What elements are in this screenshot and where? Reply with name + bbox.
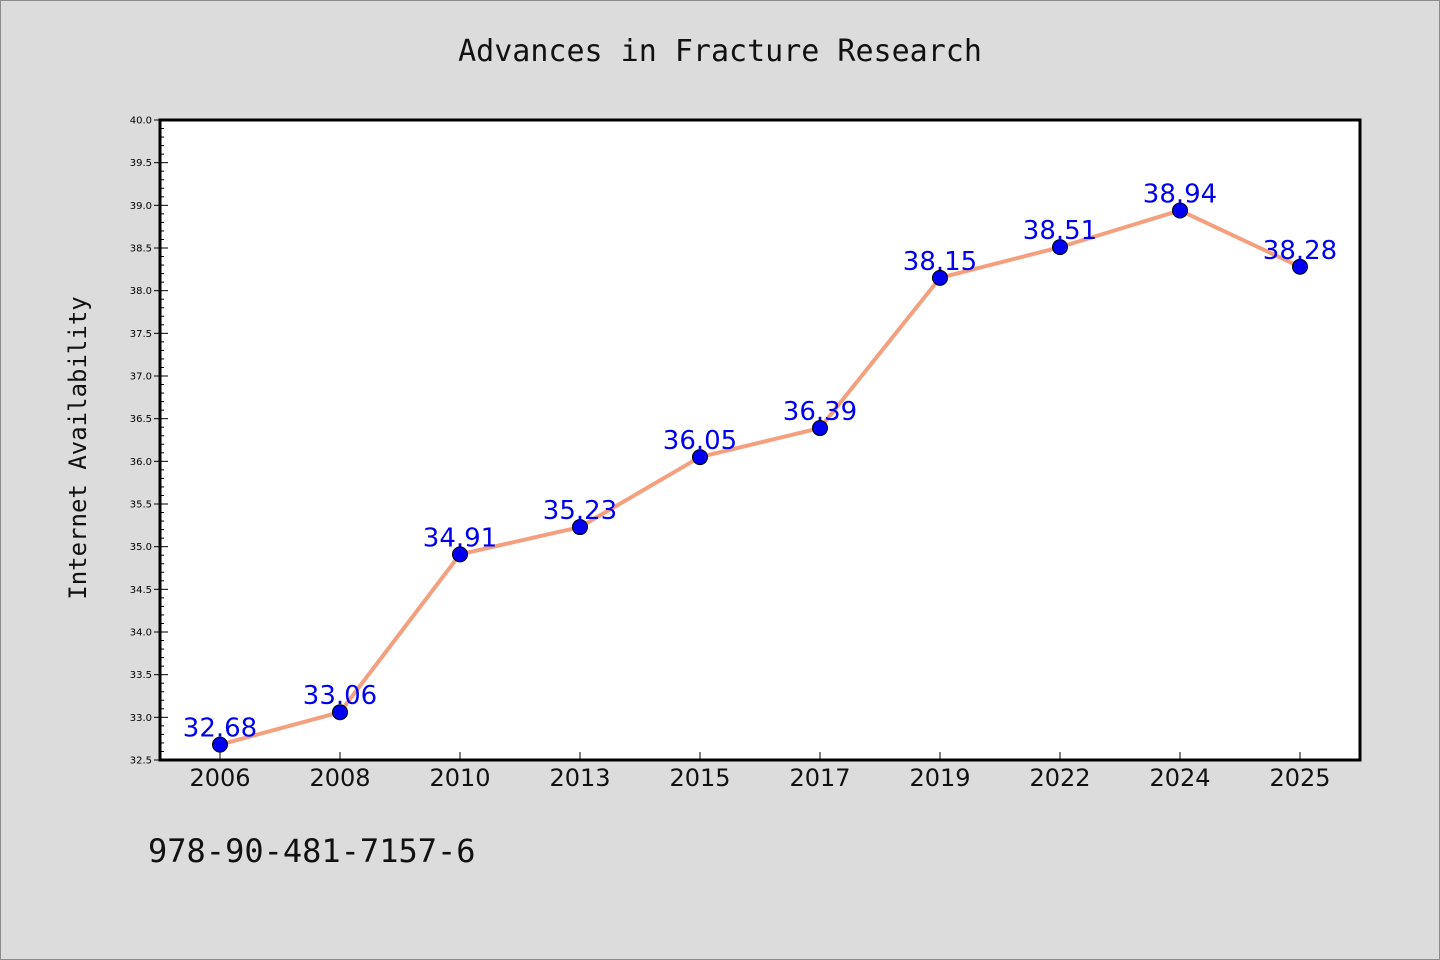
x-tick-label: 2017 [789,764,850,792]
y-tick-label: 34.0 [130,628,152,639]
y-tick-label: 39.0 [130,201,152,212]
data-label: 38.51 [1023,216,1097,246]
x-tick-label: 2006 [189,764,250,792]
y-tick-label: 38.0 [130,286,152,297]
data-point [1172,202,1188,219]
chart-title: Advances in Fracture Research [458,34,982,69]
data-point [1052,239,1068,256]
y-tick-label: 33.0 [130,713,152,724]
y-tick-label: 33.5 [130,670,152,681]
x-tick-label: 2013 [549,764,610,792]
series-group [212,202,1308,753]
data-point [692,449,708,466]
data-label-group: 32.68 33.06 34.91 35.23 36.05 36.39 38.15 38.51… [183,179,1337,743]
data-label: 36.39 [783,397,857,427]
y-tick-label: 34.5 [130,585,152,596]
data-label: 32.68 [183,714,257,744]
data-label: 38.15 [903,247,977,277]
x-axis-ticks: 2006 2008 2010 2013 2015 2017 2019 2022 2024 2025 [189,752,1331,792]
data-label: 38.28 [1263,236,1337,266]
y-tick-label: 35.0 [130,542,152,553]
data-point [812,420,828,437]
y-tick-label: 36.0 [130,457,152,468]
y-tick-label: 36.5 [130,414,152,425]
y-tick-label: 35.5 [130,500,152,511]
x-tick-label: 2022 [1029,764,1090,792]
y-axis-ticks: 32.5 33.0 33.5 34.0 34.5 35.0 35.5 36.0 36.5 37.0… [130,116,168,767]
data-label: 38.94 [1143,179,1217,209]
x-tick-label: 2015 [669,764,730,792]
y-tick-label: 37.5 [130,329,152,340]
x-tick-label: 2019 [909,764,970,792]
data-label: 35.23 [543,496,617,526]
series-line [219,208,1301,747]
data-point [332,704,348,721]
data-point [572,519,588,536]
data-point [452,546,468,563]
y-tick-label: 32.5 [130,756,152,767]
x-tick-label: 2025 [1269,764,1330,792]
y-tick-label: 39.5 [130,158,152,169]
data-label: 36.05 [663,426,737,456]
data-point [1292,258,1308,275]
y-tick-label: 37.0 [130,372,152,383]
isbn-label: 978-90-481-7157-6 [148,832,476,870]
data-point [932,269,948,286]
data-label: 33.06 [303,681,377,711]
plot-area [158,118,1362,762]
x-tick-label: 2024 [1149,764,1210,792]
data-point [212,736,228,753]
y-axis-label: Internet Availability [64,296,92,599]
y-tick-label: 40.0 [130,116,152,127]
x-tick-label: 2010 [429,764,490,792]
y-tick-label: 38.5 [130,244,152,255]
x-tick-label: 2008 [309,764,370,792]
data-label: 34.91 [423,523,497,553]
